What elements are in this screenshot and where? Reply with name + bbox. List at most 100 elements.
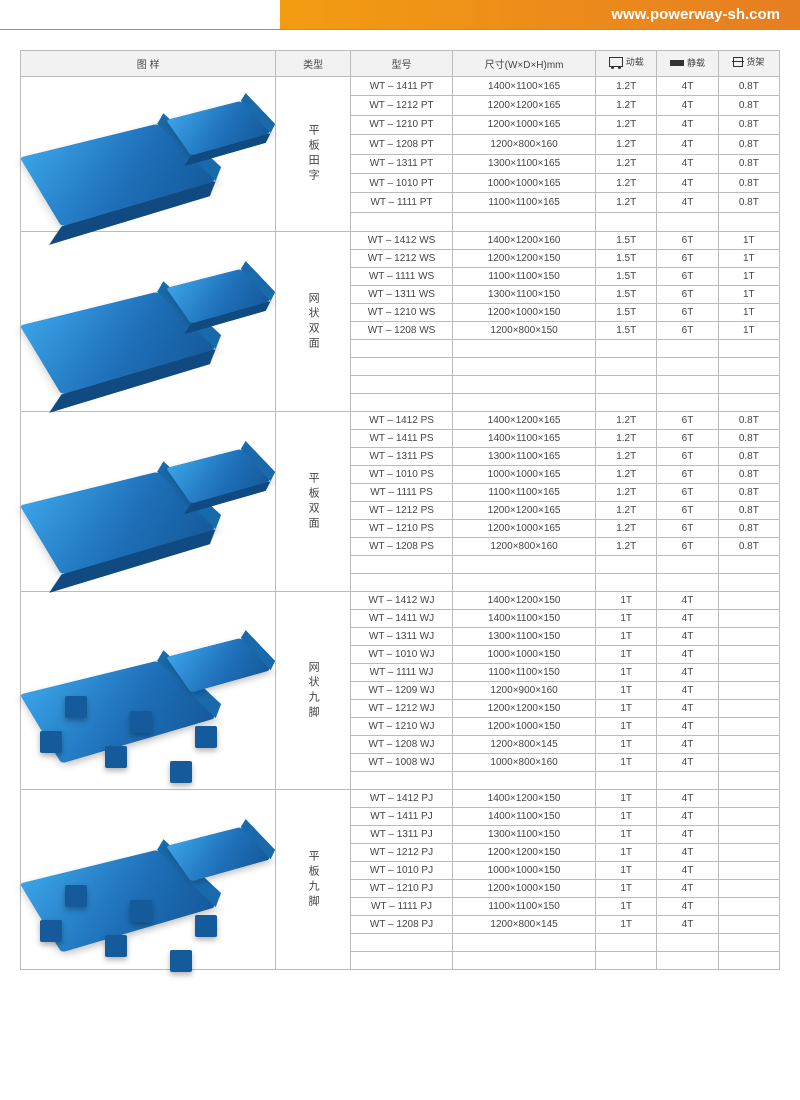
rack-cell: 0.8T	[718, 154, 779, 173]
col-rack: 货架	[718, 51, 779, 77]
rack-cell	[718, 682, 779, 700]
dim-cell: 1100×1100×150	[453, 664, 596, 682]
dim-cell: 1000×1000×150	[453, 862, 596, 880]
stat-cell: 6T	[657, 538, 718, 556]
dim-cell: 1100×1100×150	[453, 898, 596, 916]
rack-cell	[718, 826, 779, 844]
dyn-cell: 1.2T	[596, 135, 657, 154]
model-cell: WT – 1212 PJ	[350, 844, 452, 862]
model-cell: WT – 1210 PJ	[350, 880, 452, 898]
dim-cell: 1200×1200×165	[453, 96, 596, 115]
rack-cell: 0.8T	[718, 173, 779, 192]
stat-cell: 4T	[657, 808, 718, 826]
rack-cell: 1T	[718, 286, 779, 304]
model-cell: WT – 1210 PT	[350, 115, 452, 134]
stat-cell: 4T	[657, 193, 718, 212]
model-cell: WT – 1010 PT	[350, 173, 452, 192]
dyn-cell: 1.2T	[596, 484, 657, 502]
stat-cell: 4T	[657, 664, 718, 682]
stat-cell: 4T	[657, 898, 718, 916]
rack-cell: 0.8T	[718, 193, 779, 212]
model-cell: WT – 1111 WJ	[350, 664, 452, 682]
rack-cell	[718, 628, 779, 646]
dim-cell: 1200×800×145	[453, 916, 596, 934]
dyn-cell: 1.5T	[596, 232, 657, 250]
dyn-cell: 1.5T	[596, 268, 657, 286]
model-cell: WT – 1111 PT	[350, 193, 452, 212]
model-cell: WT – 1411 PJ	[350, 808, 452, 826]
dyn-cell: 1.5T	[596, 304, 657, 322]
dim-cell: 1300×1100×150	[453, 826, 596, 844]
dim-cell: 1000×1000×150	[453, 646, 596, 664]
dyn-cell: 1T	[596, 808, 657, 826]
model-cell: WT – 1412 WS	[350, 232, 452, 250]
dyn-cell: 1T	[596, 790, 657, 808]
rack-cell	[718, 808, 779, 826]
dyn-cell: 1.5T	[596, 322, 657, 340]
dyn-cell: 1.5T	[596, 250, 657, 268]
rack-cell: 1T	[718, 250, 779, 268]
rack-cell: 1T	[718, 322, 779, 340]
rack-cell: 0.8T	[718, 430, 779, 448]
image-cell	[21, 412, 276, 592]
model-cell: WT – 1210 WJ	[350, 718, 452, 736]
dim-cell: 1400×1100×165	[453, 430, 596, 448]
model-cell: WT – 1008 WJ	[350, 754, 452, 772]
model-cell: WT – 1111 PS	[350, 484, 452, 502]
model-cell: WT – 1412 PS	[350, 412, 452, 430]
dim-cell: 1100×1100×150	[453, 268, 596, 286]
stat-cell: 6T	[657, 286, 718, 304]
rack-cell: 0.8T	[718, 466, 779, 484]
model-cell: WT – 1212 WS	[350, 250, 452, 268]
dim-cell: 1400×1200×150	[453, 592, 596, 610]
dim-cell: 1400×1100×150	[453, 610, 596, 628]
dyn-cell: 1.2T	[596, 193, 657, 212]
rack-cell	[718, 664, 779, 682]
stat-cell: 4T	[657, 862, 718, 880]
stat-cell: 4T	[657, 790, 718, 808]
type-cell: 平板田字	[276, 77, 351, 232]
spec-table: 图 样 类型 型号 尺寸(W×D×H)mm 动载 静载 货架 平板田字WT – …	[20, 50, 780, 970]
stat-cell: 4T	[657, 916, 718, 934]
rack-cell	[718, 898, 779, 916]
rack-cell	[718, 880, 779, 898]
dyn-cell: 1.2T	[596, 466, 657, 484]
rack-cell	[718, 736, 779, 754]
stat-cell: 6T	[657, 322, 718, 340]
model-cell: WT – 1212 PT	[350, 96, 452, 115]
model-cell: WT – 1311 PS	[350, 448, 452, 466]
stat-cell: 6T	[657, 448, 718, 466]
stat-cell: 4T	[657, 77, 718, 96]
stat-cell: 6T	[657, 268, 718, 286]
model-cell: WT – 1208 WJ	[350, 736, 452, 754]
model-cell: WT – 1208 PS	[350, 538, 452, 556]
rack-cell	[718, 844, 779, 862]
type-cell: 平板九脚	[276, 790, 351, 970]
dim-cell: 1200×1200×150	[453, 250, 596, 268]
rack-cell: 0.8T	[718, 96, 779, 115]
dyn-cell: 1.2T	[596, 96, 657, 115]
stat-cell: 4T	[657, 700, 718, 718]
model-cell: WT – 1311 PT	[350, 154, 452, 173]
model-cell: WT – 1411 PS	[350, 430, 452, 448]
stat-cell: 4T	[657, 173, 718, 192]
dyn-cell: 1T	[596, 844, 657, 862]
dyn-cell: 1T	[596, 880, 657, 898]
model-cell: WT – 1311 PJ	[350, 826, 452, 844]
rack-cell: 0.8T	[718, 520, 779, 538]
dim-cell: 1200×1200×150	[453, 700, 596, 718]
dyn-cell: 1.2T	[596, 430, 657, 448]
stat-cell: 4T	[657, 844, 718, 862]
stat-cell: 6T	[657, 484, 718, 502]
site-header: www.powerway-sh.com	[0, 0, 800, 30]
stat-cell: 4T	[657, 682, 718, 700]
model-cell: WT – 1212 WJ	[350, 700, 452, 718]
stat-cell: 6T	[657, 466, 718, 484]
stat-cell: 4T	[657, 880, 718, 898]
dim-cell: 1200×1200×165	[453, 502, 596, 520]
rack-cell: 0.8T	[718, 448, 779, 466]
dyn-cell: 1T	[596, 736, 657, 754]
col-image: 图 样	[21, 51, 276, 77]
dyn-cell: 1.2T	[596, 538, 657, 556]
table-row: 平板田字WT – 1411 PT1400×1100×1651.2T4T0.8T	[21, 77, 780, 96]
